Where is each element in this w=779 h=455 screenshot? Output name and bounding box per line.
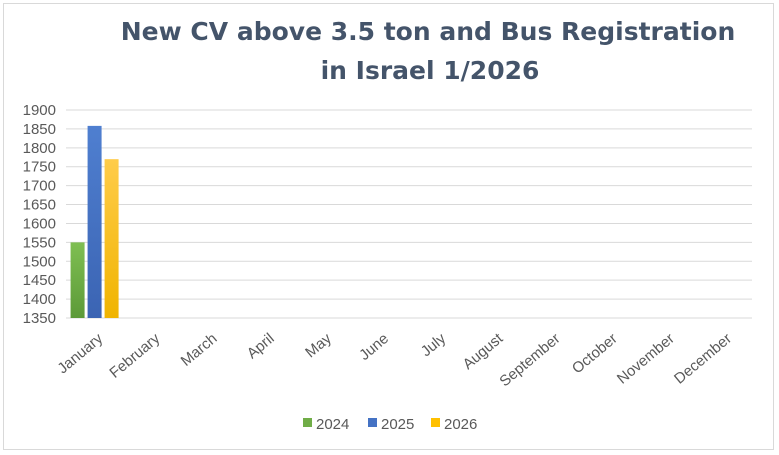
y-tick-label: 1450 bbox=[23, 272, 56, 289]
x-tick-label: June bbox=[356, 330, 392, 364]
legend-label: 2024 bbox=[316, 416, 349, 433]
legend: 2024 2025 2026 bbox=[303, 416, 477, 433]
y-tick-label: 1500 bbox=[23, 253, 56, 270]
legend-label: 2025 bbox=[381, 416, 414, 433]
legend-swatch-2024 bbox=[303, 418, 312, 427]
y-tick-label: 1750 bbox=[23, 159, 56, 176]
x-tick-label: March bbox=[178, 330, 221, 370]
x-tick-label: October bbox=[569, 330, 621, 377]
y-tick-label: 1700 bbox=[23, 178, 56, 195]
legend-label: 2026 bbox=[444, 416, 477, 433]
x-tick-label: January bbox=[54, 330, 106, 378]
y-tick-label: 1350 bbox=[23, 310, 56, 327]
y-tick-label: 1800 bbox=[23, 140, 56, 157]
bar-2025-january bbox=[87, 125, 102, 318]
bars bbox=[70, 125, 119, 318]
chart-title-line-2: in Israel 1/2026 bbox=[321, 56, 540, 85]
gridlines bbox=[66, 109, 752, 319]
legend-swatch-2025 bbox=[368, 418, 377, 427]
x-tick-label: April bbox=[244, 330, 278, 362]
bar-2026-january bbox=[104, 159, 119, 318]
x-tick-label: August bbox=[460, 330, 507, 374]
x-tick-label: November bbox=[614, 330, 678, 388]
x-tick-label: December bbox=[671, 330, 735, 388]
y-tick-label: 1400 bbox=[23, 291, 56, 308]
y-tick-label: 1900 bbox=[23, 102, 56, 119]
bar-2024-january bbox=[70, 242, 85, 318]
chart-title-line-1: New CV above 3.5 ton and Bus Registratio… bbox=[121, 17, 736, 46]
x-tick-label: July bbox=[418, 330, 450, 360]
y-tick-label: 1850 bbox=[23, 121, 56, 138]
x-axis-ticks: January February March April May June July Augu… bbox=[54, 330, 735, 391]
x-tick-label: September bbox=[496, 330, 563, 390]
chart-frame bbox=[3, 3, 774, 450]
y-tick-label: 1650 bbox=[23, 197, 56, 214]
legend-swatch-2026 bbox=[431, 418, 440, 427]
y-tick-label: 1550 bbox=[23, 234, 56, 251]
x-tick-label: May bbox=[302, 330, 335, 362]
x-tick-label: February bbox=[106, 330, 163, 382]
y-tick-label: 1600 bbox=[23, 215, 56, 232]
